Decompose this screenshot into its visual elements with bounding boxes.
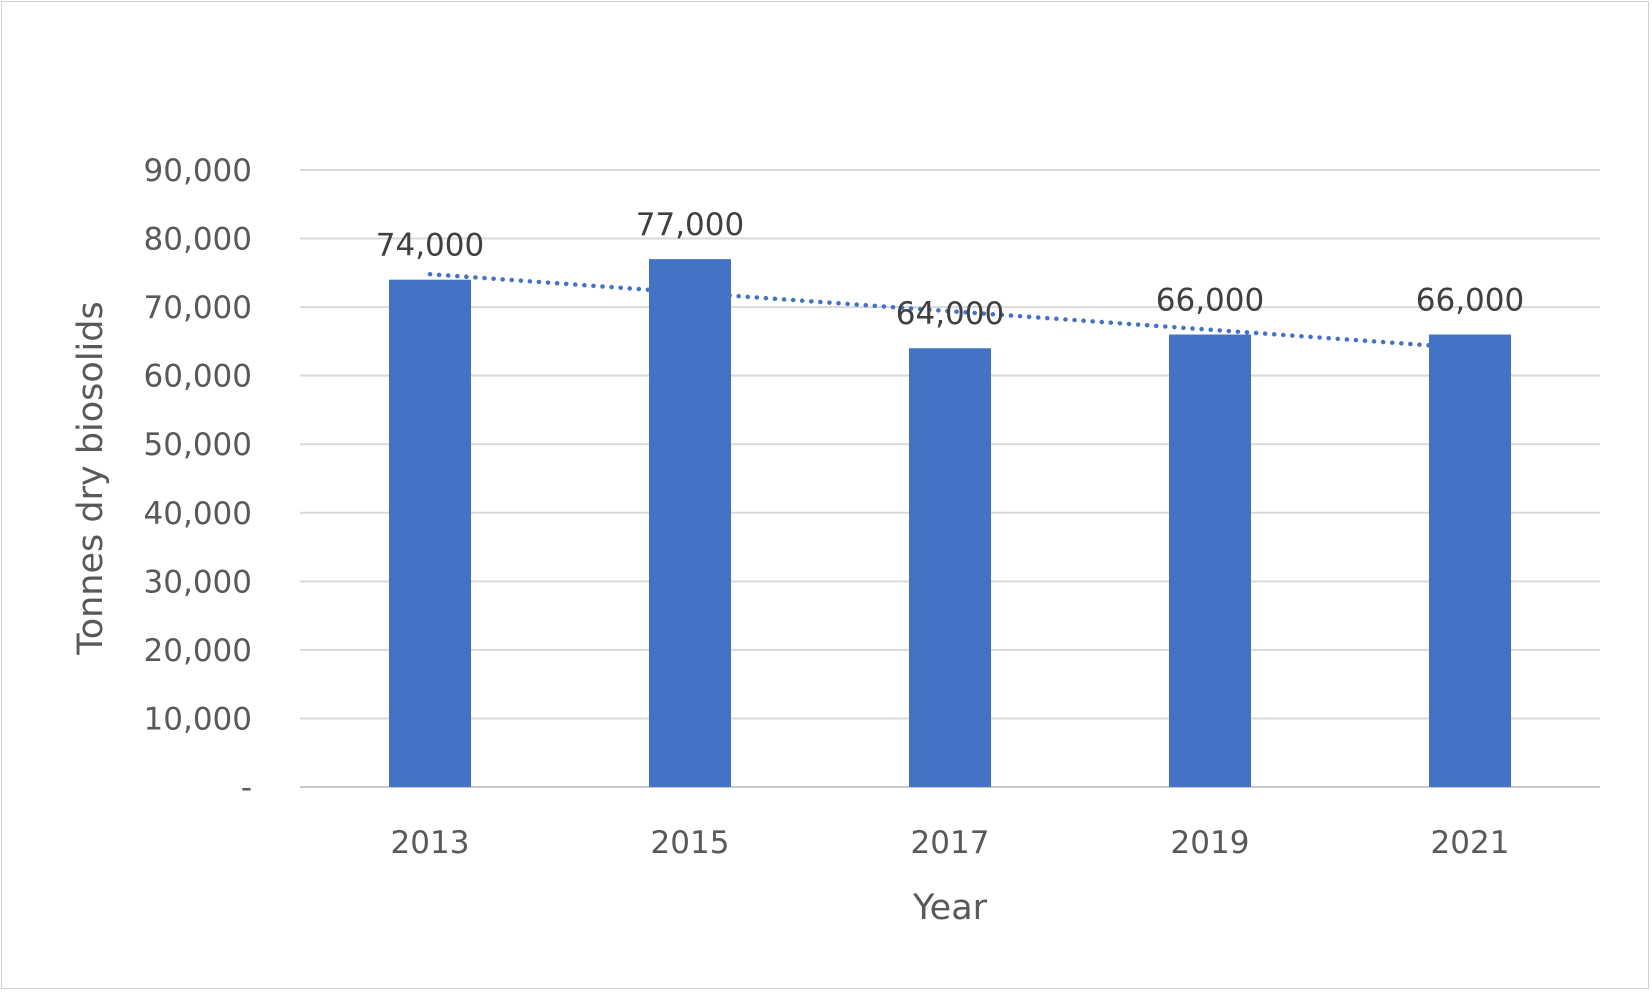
data-label: 66,000 [1416,283,1524,319]
bars [389,259,1511,788]
bar [389,279,471,787]
data-label: 64,000 [896,296,1004,332]
y-axis-title: Tonnes dry biosolids [71,301,111,655]
bar [1429,334,1511,787]
y-tick-label: 40,000 [144,496,252,532]
data-label: 74,000 [376,228,484,264]
trendline [427,271,1473,351]
y-tick-label: 70,000 [144,290,252,326]
y-tick-label: 30,000 [144,564,252,600]
trendline-layer [427,271,1473,351]
x-tick-label: 2019 [1171,825,1250,861]
y-tick-label: - [241,770,252,806]
bar [909,348,991,787]
y-tick-label: 20,000 [144,633,252,669]
x-tick-label: 2017 [911,825,990,861]
x-tick-label: 2015 [651,825,730,861]
x-tick-label: 2013 [391,825,470,861]
y-tick-label: 90,000 [144,153,252,189]
data-label: 77,000 [636,207,744,243]
x-axis-ticks: 2013 2015 2017 2019 2021 [391,825,1510,861]
y-tick-label: 50,000 [144,427,252,463]
gridlines [300,169,1600,788]
bar [649,259,731,788]
bar [1169,334,1251,787]
x-tick-label: 2021 [1431,825,1510,861]
y-tick-label: 80,000 [144,222,252,258]
x-axis-title: Year [912,888,988,928]
y-axis-ticks: - 10,000 20,000 30,000 40,000 50,000 60,000 70,… [144,153,252,806]
data-labels: 74,000 77,000 64,000 66,000 66,000 [376,207,1524,332]
y-tick-label: 60,000 [144,359,252,395]
data-label: 66,000 [1156,283,1264,319]
y-tick-label: 10,000 [144,701,252,737]
